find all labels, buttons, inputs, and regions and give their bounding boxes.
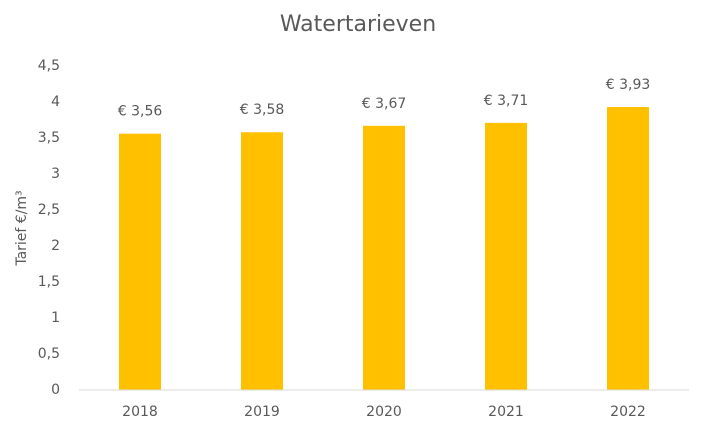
y-tick-label: 4: [51, 94, 60, 110]
data-label: € 3,71: [484, 93, 529, 109]
bar: [485, 122, 527, 390]
y-tick-label: 3,5: [38, 130, 60, 146]
y-tick-label: 2: [51, 238, 60, 254]
y-axis-label: Tarief €/m³: [14, 190, 30, 266]
data-label: € 3,67: [362, 96, 407, 112]
y-tick-label: 2,5: [38, 202, 60, 218]
bar: [241, 132, 283, 391]
x-tick-label: 2022: [610, 404, 646, 420]
data-label: € 3,58: [240, 102, 285, 118]
y-tick-label: 1: [51, 310, 60, 326]
chart-title: Watertarieven: [280, 12, 436, 37]
x-tick-label: 2019: [244, 404, 280, 420]
x-tick-label: 2020: [366, 404, 402, 420]
data-label: € 3,56: [118, 104, 163, 120]
bar: [119, 133, 161, 390]
y-tick-label: 3: [51, 166, 60, 182]
y-tick-label: 0,5: [38, 346, 60, 362]
data-label: € 3,93: [606, 77, 651, 93]
bar: [607, 107, 649, 390]
y-tick-label: 1,5: [38, 274, 60, 290]
x-tick-label: 2018: [122, 404, 158, 420]
x-tick-label: 2021: [488, 404, 524, 420]
y-tick-label: 4,5: [38, 58, 60, 74]
bar: [363, 125, 405, 390]
y-tick-label: 0: [51, 382, 60, 398]
